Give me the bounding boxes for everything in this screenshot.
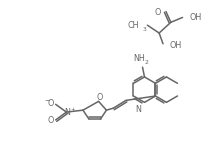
Text: O: O [96,93,102,102]
Text: OH: OH [188,13,201,22]
Text: 2: 2 [144,60,148,65]
Text: OH: OH [169,41,181,50]
Text: O: O [47,116,54,125]
Text: N: N [135,105,141,114]
Text: O: O [154,8,160,17]
Text: N: N [64,108,70,117]
Text: 3: 3 [142,27,146,32]
Text: CH: CH [126,21,138,30]
Text: −: − [44,98,49,104]
Text: NH: NH [133,54,145,63]
Text: +: + [70,107,74,112]
Text: O: O [47,99,54,108]
